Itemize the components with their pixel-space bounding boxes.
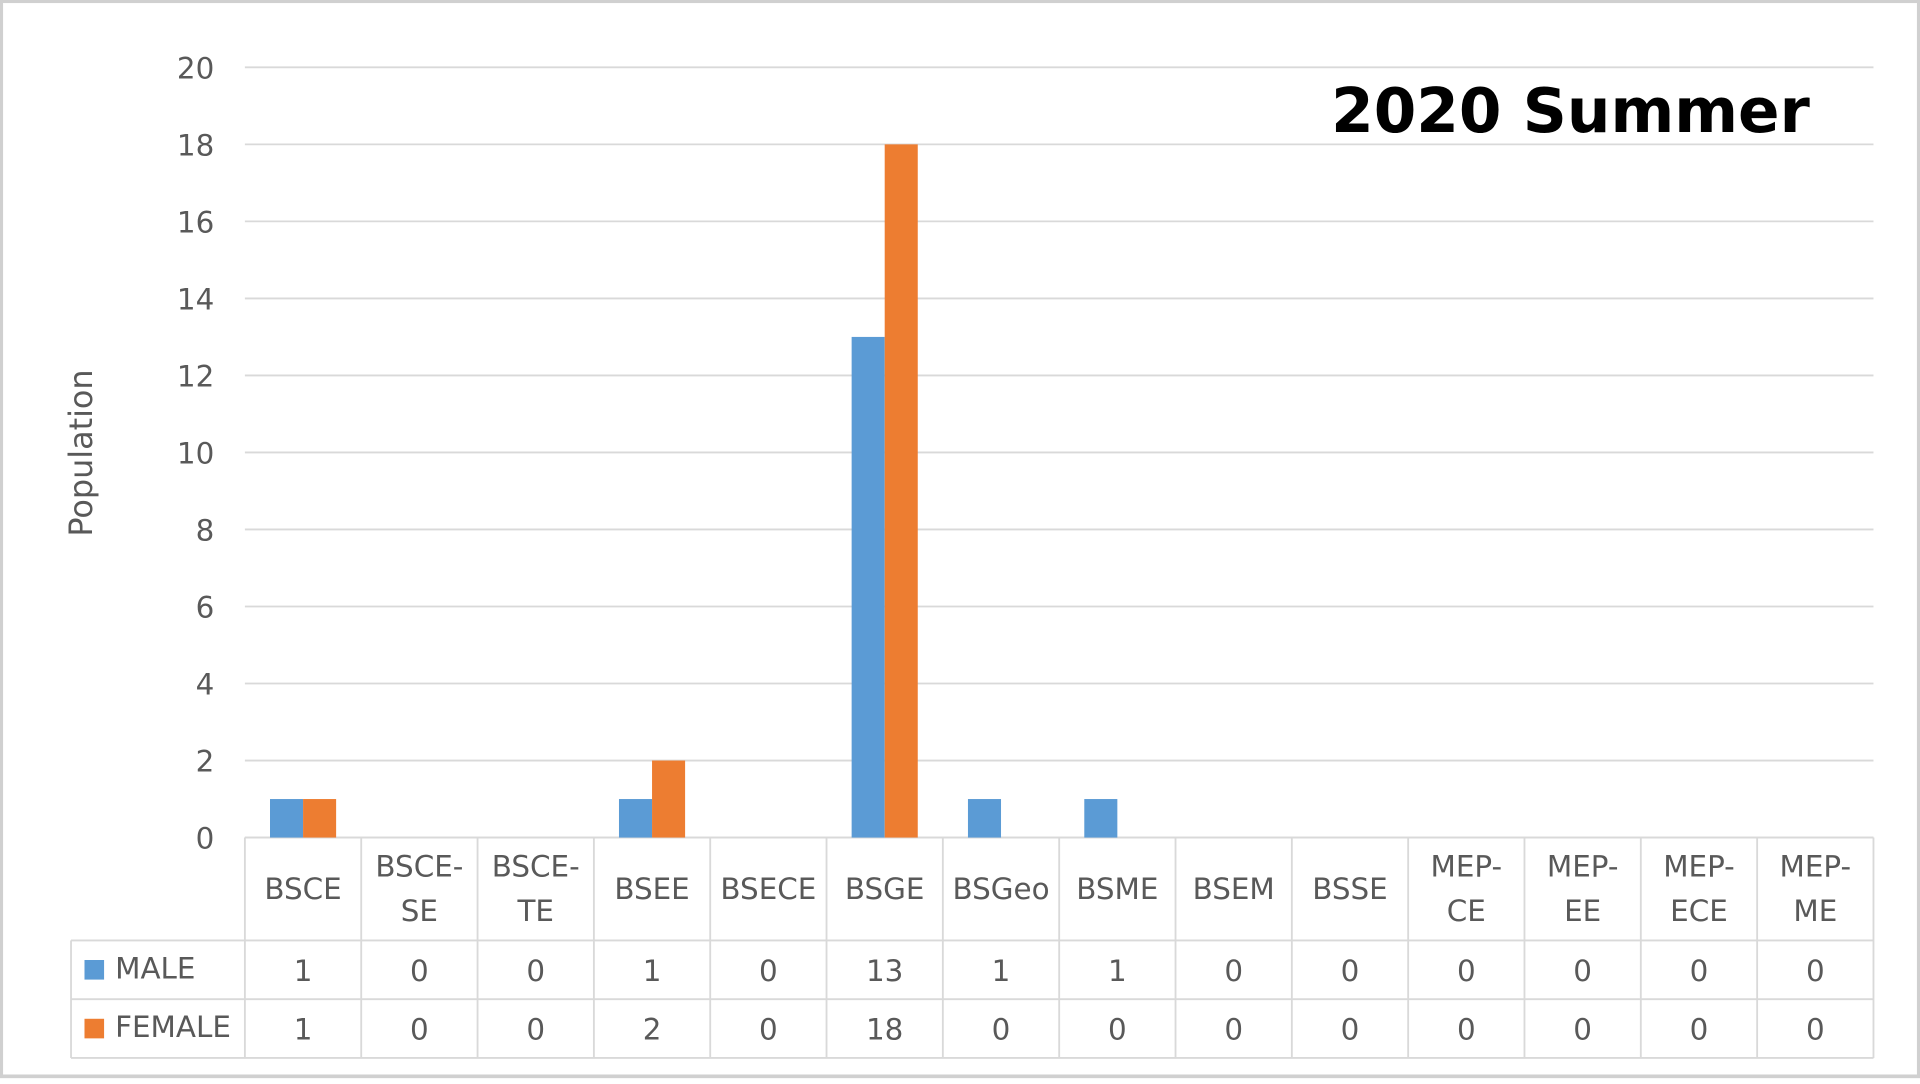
table-value: 0 — [526, 954, 545, 988]
bar — [967, 799, 1002, 838]
bar — [1084, 799, 1118, 838]
table-value: 0 — [1457, 954, 1476, 988]
x-tick-label: BSCE — [264, 872, 341, 906]
table-value: 0 — [1108, 1013, 1127, 1047]
x-tick-label: BSME — [1076, 872, 1158, 906]
legend-swatch — [84, 1018, 105, 1039]
x-tick-label: MEP-ECE — [1663, 850, 1735, 928]
table-value: 0 — [1690, 1013, 1709, 1047]
table-value: 0 — [1806, 954, 1825, 988]
legend-label: FEMALE — [115, 1010, 231, 1044]
bar — [652, 760, 686, 838]
x-tick-label: MEP-CE — [1431, 850, 1503, 928]
x-tick-label: BSEE — [614, 872, 689, 906]
bar — [884, 144, 918, 838]
x-tick-label: BSEM — [1193, 872, 1275, 906]
x-tick-label: BSCE-TE — [492, 850, 580, 928]
chart-title: 2020 Summer — [1331, 76, 1810, 147]
x-tick-label: BSSE — [1312, 872, 1388, 906]
y-tick-label: 18 — [177, 128, 214, 162]
table-value: 0 — [1341, 1013, 1360, 1047]
table-value: 0 — [1224, 1013, 1243, 1047]
table-value: 2 — [643, 1013, 662, 1047]
y-tick-label: 2 — [196, 745, 215, 779]
y-axis-label: Population — [62, 369, 100, 536]
y-tick-label: 12 — [177, 359, 214, 393]
bar — [851, 336, 885, 838]
table-value: 1 — [294, 1013, 313, 1047]
y-tick-label: 16 — [177, 205, 214, 239]
table-value: 0 — [1573, 954, 1592, 988]
table-value: 1 — [992, 954, 1011, 988]
table-value: 0 — [410, 954, 429, 988]
table-value: 0 — [759, 954, 778, 988]
table-value: 0 — [410, 1013, 429, 1047]
table-value: 18 — [866, 1013, 903, 1047]
bar — [618, 799, 653, 838]
y-tick-label: 8 — [196, 513, 215, 547]
y-tick-label: 4 — [196, 668, 215, 702]
table-value: 13 — [866, 954, 903, 988]
table-value: 1 — [294, 954, 313, 988]
x-tick-label: BSCE-SE — [375, 850, 463, 928]
table-value: 0 — [1341, 954, 1360, 988]
x-tick-label: BSGeo — [952, 872, 1049, 906]
y-tick-label: 10 — [177, 436, 214, 470]
table-value: 0 — [1806, 1013, 1825, 1047]
table-value: 0 — [1224, 954, 1243, 988]
table-value: 1 — [1108, 954, 1127, 988]
table-value: 0 — [992, 1013, 1011, 1047]
x-tick-label: BSGE — [845, 872, 925, 906]
x-tick-label: MEP-ME — [1780, 850, 1852, 928]
legend-swatch — [84, 960, 105, 980]
bar — [303, 799, 337, 838]
y-tick-label: 0 — [196, 822, 215, 856]
table-value: 1 — [643, 954, 662, 988]
legend-label: MALE — [115, 951, 195, 985]
bar — [270, 799, 304, 838]
x-tick-label: MEP-EE — [1547, 850, 1619, 928]
table-value: 0 — [759, 1013, 778, 1047]
x-tick-label: BSECE — [720, 872, 816, 906]
table-value: 0 — [1690, 954, 1709, 988]
y-tick-label: 20 — [177, 51, 214, 85]
table-value: 0 — [1457, 1013, 1476, 1047]
y-tick-label: 14 — [177, 282, 214, 316]
y-tick-label: 6 — [196, 591, 215, 625]
table-value: 0 — [526, 1013, 545, 1047]
table-value: 0 — [1573, 1013, 1592, 1047]
